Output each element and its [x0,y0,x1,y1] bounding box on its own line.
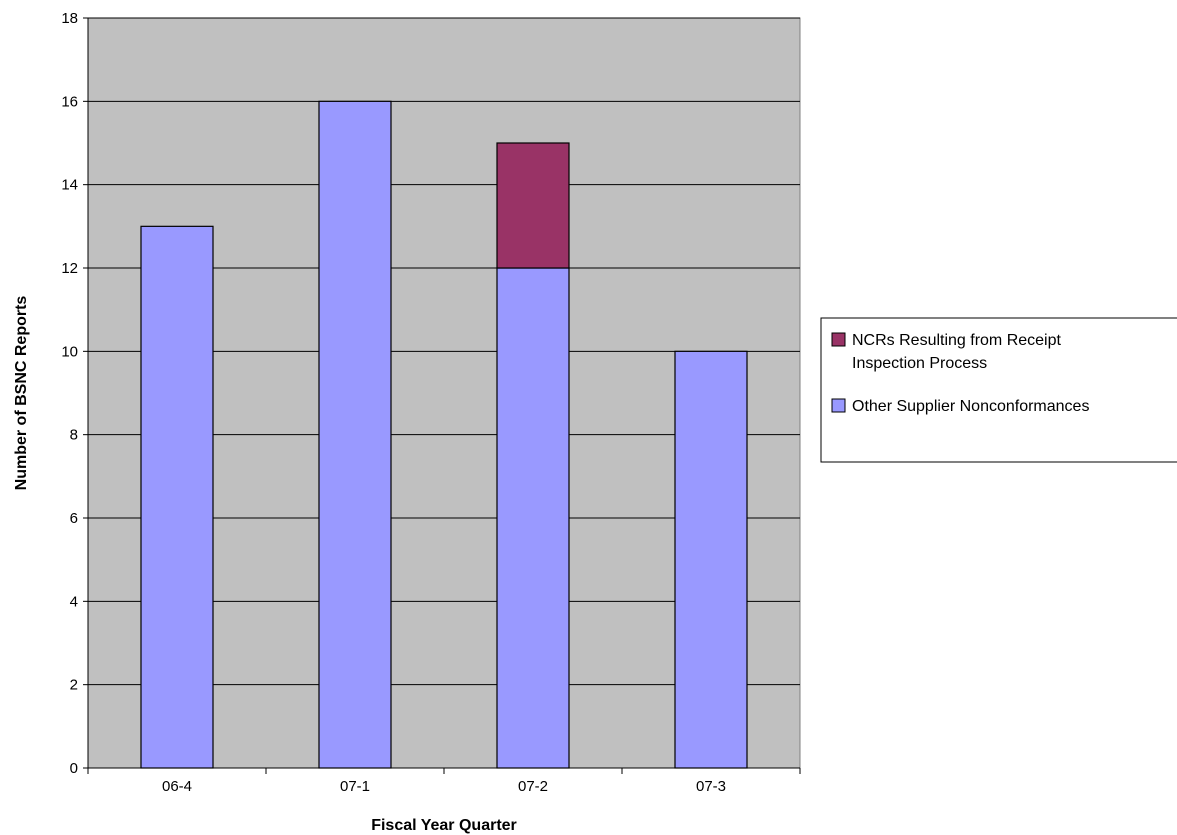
x-axis-title: Fiscal Year Quarter [371,817,517,834]
legend-label: NCRs Resulting from Receipt [852,332,1062,349]
bar-other-supplier-07-3 [674,350,748,769]
x-axis: 06-4 07-1 07-2 07-3 [87,767,801,795]
y-tick-label: 0 [70,760,78,777]
bars [140,100,748,769]
y-tick-label: 8 [70,427,78,444]
y-tick-label: 10 [61,343,78,360]
legend-label: Inspection Process [852,355,987,372]
y-tick-label: 12 [61,260,78,277]
y-tick-label: 6 [70,510,78,527]
x-tick-label: 07-2 [518,778,548,795]
y-tick-label: 4 [70,593,78,610]
y-tick-label: 18 [61,10,78,27]
legend-label: Other Supplier Nonconformances [852,398,1089,415]
legend-swatch [831,398,846,413]
legend: NCRs Resulting from Receipt Inspection Pr… [820,317,1177,463]
y-tick-label: 2 [70,677,78,694]
x-tick-label: 06-4 [162,778,192,795]
y-axis-title: Number of BSNC Reports [13,296,30,491]
y-tick-label: 16 [61,93,78,110]
x-tick-label: 07-3 [696,778,726,795]
bar-ncr-receipt-07-2 [496,142,570,269]
bar-other-supplier-07-2 [496,267,570,769]
legend-box [820,317,1177,463]
x-tick-label: 07-1 [340,778,370,795]
y-axis: 0 2 4 6 8 10 12 14 16 18 [61,10,89,777]
bar-other-supplier-07-1 [318,100,392,769]
y-tick-label: 14 [61,177,78,194]
bar-other-supplier-06-4 [140,225,214,769]
legend-swatch [831,332,846,347]
